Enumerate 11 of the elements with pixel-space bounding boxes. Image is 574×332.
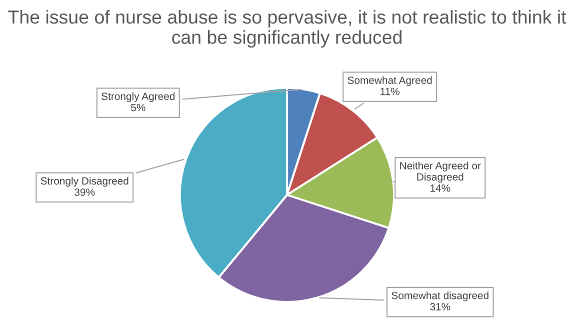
- slice-label: Strongly Disagreed: [40, 176, 128, 187]
- data-label: 39%: [74, 188, 95, 196]
- data-label: 14%: [430, 184, 450, 192]
- chart-title: The issue of nurse abuse is so pervasive, it is not realistic to think it can be significantly reduced: [8, 10, 566, 48]
- slice-label: Strongly Agreed: [102, 92, 175, 102]
- data-label: 31%: [430, 303, 450, 310]
- data-label: 11%: [380, 88, 400, 96]
- data-label: 5%: [131, 104, 146, 112]
- slice-label: Somewhat Agreed: [348, 76, 432, 86]
- slice-label: Somewhat disagreed: [392, 292, 488, 302]
- slice-label: Neither Agreed or Disagreed: [400, 162, 481, 183]
